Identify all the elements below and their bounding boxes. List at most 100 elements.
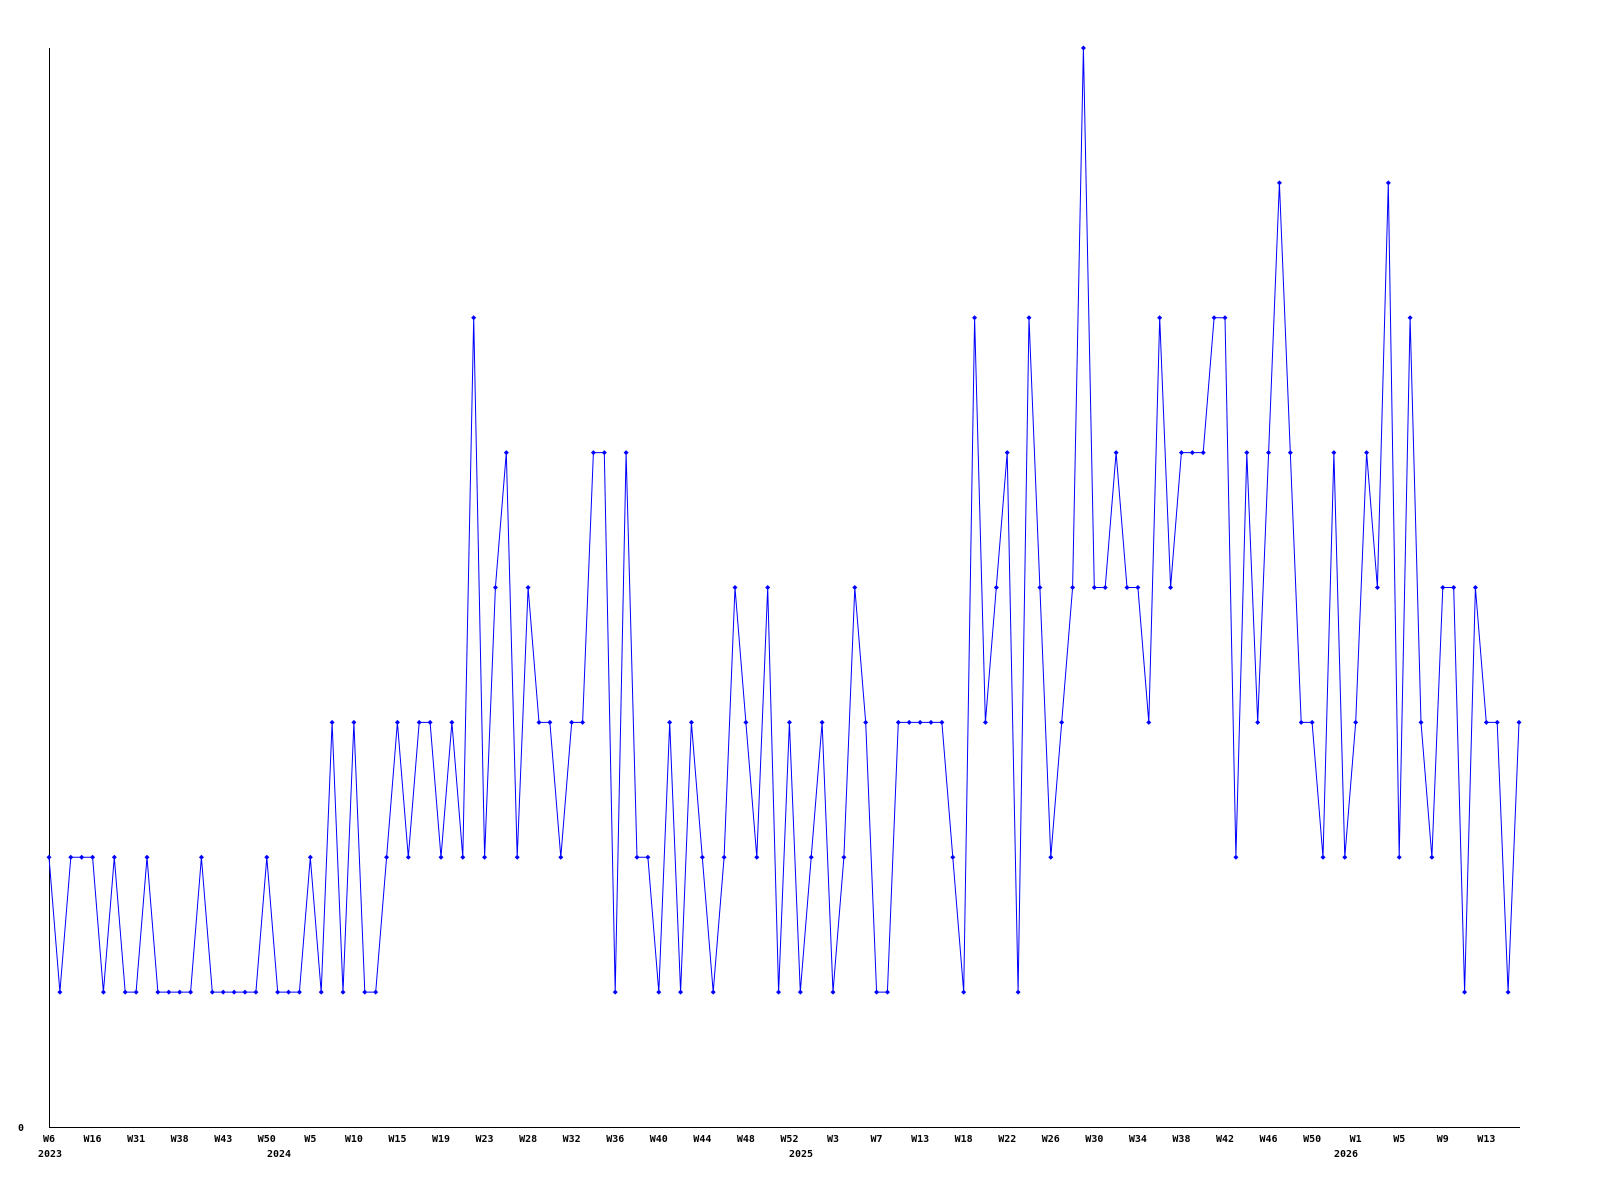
x-tick-label: W31	[127, 1134, 145, 1145]
data-point-marker	[100, 989, 106, 995]
data-point-marker	[1211, 315, 1217, 321]
data-point-marker	[732, 585, 738, 590]
x-tick-label: W43	[214, 1134, 232, 1145]
x-tick-label: W19	[432, 1134, 450, 1145]
x-tick-label: W38	[171, 1134, 189, 1145]
data-point-marker	[1113, 450, 1119, 456]
data-point-marker	[961, 989, 967, 995]
data-point-marker	[1178, 450, 1184, 456]
data-point-marker	[1320, 854, 1326, 860]
data-point-marker	[1364, 450, 1370, 456]
data-point-marker	[1396, 854, 1402, 860]
data-point-marker	[503, 450, 509, 456]
x-tick-label: W22	[998, 1134, 1016, 1145]
data-point-marker	[667, 719, 673, 725]
data-point-marker	[569, 719, 575, 725]
data-point-marker	[1026, 315, 1032, 321]
data-point-marker	[188, 989, 194, 995]
data-point-marker	[144, 854, 150, 860]
data-point-marker	[79, 854, 85, 860]
data-point-marker	[362, 989, 368, 995]
data-point-marker	[863, 719, 869, 725]
data-point-marker	[623, 450, 629, 456]
data-point-marker	[416, 719, 422, 725]
data-point-marker	[1102, 585, 1108, 590]
data-point-marker	[1059, 719, 1065, 725]
data-point-marker	[1516, 719, 1522, 725]
data-point-marker	[264, 854, 270, 860]
data-point-marker	[296, 989, 302, 995]
x-tick-label: W34	[1129, 1134, 1147, 1145]
data-point-marker	[1483, 719, 1489, 725]
data-point-marker	[1309, 719, 1315, 725]
data-point-marker	[384, 854, 390, 860]
data-point-marker	[656, 989, 662, 995]
data-point-marker	[46, 854, 52, 860]
data-point-marker	[797, 989, 803, 995]
data-point-marker	[1266, 450, 1272, 456]
data-point-marker	[601, 450, 607, 456]
data-point-marker	[307, 854, 313, 860]
data-point-marker	[1298, 719, 1304, 725]
x-tick-label: W7	[871, 1134, 883, 1145]
data-point-marker	[1462, 989, 1468, 995]
data-point-marker	[209, 989, 215, 995]
data-point-marker	[1451, 585, 1457, 590]
data-point-marker	[1255, 719, 1261, 725]
x-tick-label: W16	[84, 1134, 102, 1145]
data-point-marker	[982, 719, 988, 725]
data-point-marker	[972, 315, 978, 321]
data-point-marker	[275, 989, 281, 995]
data-point-marker	[743, 719, 749, 725]
x-tick-label: W46	[1260, 1134, 1278, 1145]
data-point-marker	[776, 989, 782, 995]
data-point-marker	[884, 989, 890, 995]
data-point-marker	[177, 989, 183, 995]
data-point-marker	[939, 719, 945, 725]
data-point-marker	[906, 719, 912, 725]
data-point-marker	[373, 989, 379, 995]
data-point-marker	[634, 854, 640, 860]
x-tick-label: W38	[1172, 1134, 1190, 1145]
x-tick-label: W10	[345, 1134, 363, 1145]
data-point-marker	[1331, 450, 1337, 456]
data-point-marker	[394, 719, 400, 725]
x-tick-label: W23	[476, 1134, 494, 1145]
data-point-marker	[1015, 989, 1021, 995]
data-point-marker	[122, 989, 128, 995]
x-tick-label: W5	[304, 1134, 316, 1145]
data-point-marker	[68, 854, 74, 860]
data-point-marker	[1004, 450, 1010, 456]
data-point-marker	[841, 854, 847, 860]
x-tick-label: W50	[1303, 1134, 1321, 1145]
data-point-marker	[427, 719, 433, 725]
data-point-marker	[1440, 585, 1446, 590]
data-point-marker	[1146, 719, 1152, 725]
data-point-marker	[329, 719, 335, 725]
data-point-marker	[460, 854, 466, 860]
data-point-marker	[1494, 719, 1500, 725]
x-tick-label: W40	[650, 1134, 668, 1145]
data-point-marker	[1418, 719, 1424, 725]
data-point-marker	[253, 989, 259, 995]
data-point-marker	[721, 854, 727, 860]
data-point-marker	[405, 854, 411, 860]
data-point-marker	[242, 989, 248, 995]
data-point-marker	[1385, 180, 1391, 186]
data-point-marker	[1222, 315, 1228, 321]
data-point-marker	[1407, 315, 1413, 321]
x-year-label: 2025	[789, 1149, 813, 1160]
data-point-marker	[198, 854, 204, 860]
data-point-marker	[492, 585, 498, 590]
data-point-marker	[808, 854, 814, 860]
data-point-marker	[351, 719, 357, 725]
data-point-marker	[1124, 585, 1130, 590]
data-point-marker	[1070, 585, 1076, 590]
data-point-marker	[710, 989, 716, 995]
data-point-marker	[917, 719, 923, 725]
series-line	[48, 47, 1520, 993]
data-point-marker	[765, 585, 771, 590]
x-tick-label: W50	[258, 1134, 276, 1145]
data-point-marker	[580, 719, 586, 725]
